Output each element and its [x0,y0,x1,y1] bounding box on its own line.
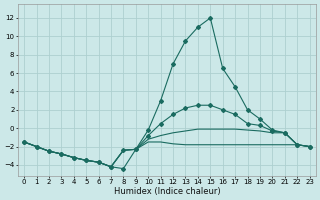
X-axis label: Humidex (Indice chaleur): Humidex (Indice chaleur) [114,187,220,196]
